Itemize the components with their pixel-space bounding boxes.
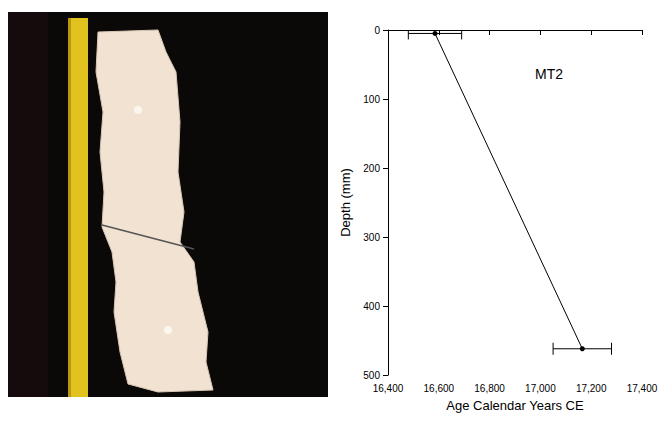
svg-text:17,400: 17,400: [627, 383, 658, 394]
svg-text:17,200: 17,200: [576, 383, 607, 394]
svg-text:MT2: MT2: [535, 66, 563, 82]
svg-text:500: 500: [363, 370, 380, 381]
svg-text:100: 100: [363, 94, 380, 105]
svg-text:300: 300: [363, 232, 380, 243]
svg-text:Age Calendar Years CE: Age Calendar Years CE: [446, 398, 584, 413]
svg-text:16,600: 16,600: [424, 383, 455, 394]
svg-text:200: 200: [363, 163, 380, 174]
svg-text:16,800: 16,800: [474, 383, 505, 394]
svg-text:0: 0: [374, 25, 380, 36]
svg-text:17,000: 17,000: [525, 383, 556, 394]
svg-text:Depth (mm): Depth (mm): [338, 168, 353, 237]
svg-text:16,400: 16,400: [373, 383, 404, 394]
svg-text:400: 400: [363, 301, 380, 312]
